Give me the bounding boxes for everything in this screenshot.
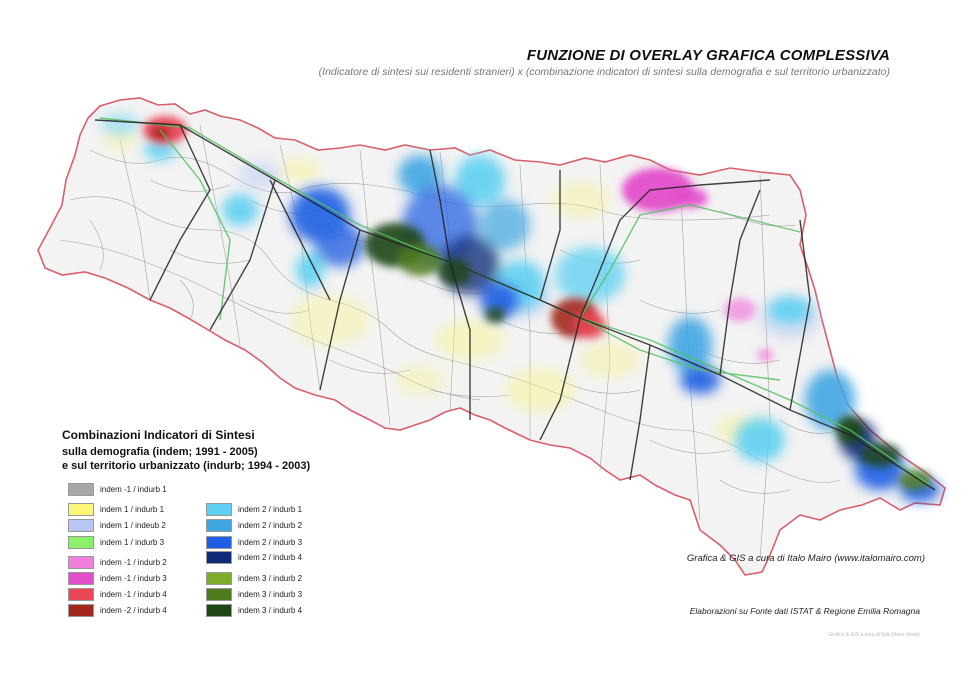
legend-item: indem -1 / indurb 1 — [68, 483, 167, 496]
legend-item: indem -1 / indurb 2 — [68, 556, 167, 569]
legend-swatch — [68, 588, 94, 601]
legend-swatch — [206, 588, 232, 601]
legend-item-label: indem -1 / indurb 4 — [100, 590, 167, 599]
legend-item: indem 1 / indurb 1 — [68, 503, 164, 516]
legend-swatch — [68, 503, 94, 516]
graphics-credit: Grafica & GIS a cura di Italo Mairo (www… — [686, 553, 925, 564]
legend-swatch — [68, 572, 94, 585]
legend-item: indem 2 / indurb 4 — [206, 551, 302, 564]
legend-item: indem -2 / indurb 4 — [68, 604, 167, 617]
legend-title: Combinazioni Indicatori di Sintesi — [62, 428, 255, 442]
legend-item: indem -1 / indurb 4 — [68, 588, 167, 601]
legend-swatch — [206, 604, 232, 617]
legend-item: indem 2 / indurb 1 — [206, 503, 302, 516]
legend-item-label: indem 3 / indurb 2 — [238, 574, 303, 583]
legend-subtitle-demography: sulla demografia (indem; 1991 - 2005) — [62, 446, 258, 458]
legend-item-label: indem 2 / indurb 3 — [238, 538, 303, 547]
legend-swatch — [206, 503, 232, 516]
legend-swatch — [206, 536, 232, 549]
legend-item-label: indem 1 / indurb 1 — [100, 505, 165, 514]
legend-item: indem -1 / indurb 3 — [68, 572, 167, 585]
legend-subtitle-urban: e sul territorio urbanizzato (indurb; 19… — [62, 460, 311, 472]
legend-item: indem 3 / indurb 4 — [206, 604, 302, 617]
legend-item: indem 1 / indurb 3 — [68, 536, 164, 549]
legend-item-label: indem 2 / indurb 1 — [238, 505, 303, 514]
legend-item: indem 3 / indurb 3 — [206, 588, 302, 601]
legend-swatch — [68, 519, 94, 532]
legend-item: indem 2 / indurb 3 — [206, 536, 302, 549]
legend-item: indem 1 / indeub 2 — [68, 519, 166, 532]
road-network — [94, 119, 936, 491]
map-title: FUNZIONE DI OVERLAY GRAFICA COMPLESSIVA — [526, 47, 890, 64]
legend-swatch — [68, 536, 94, 549]
legend-item-label: indem 1 / indeub 2 — [100, 521, 166, 530]
legend-item-label: indem 2 / indurb 2 — [238, 521, 303, 530]
legend-swatch — [206, 551, 232, 564]
legend-item-label: indem -1 / indurb 3 — [100, 574, 167, 583]
data-source-credit: Elaborazioni su Fonte dati ISTAT & Regio… — [689, 606, 920, 616]
legend-item: indem 2 / indurb 2 — [206, 519, 302, 532]
legend-swatch — [68, 483, 94, 496]
indicator-overlays — [100, 113, 940, 502]
legend-swatch — [68, 556, 94, 569]
legend-item-label: indem -1 / indurb 1 — [100, 485, 167, 494]
legend-swatch — [206, 572, 232, 585]
watermark-credit: Grafica & GIS a cura di Italo Mairo (www… — [828, 632, 920, 638]
legend-swatch — [68, 604, 94, 617]
legend-item-label: indem 3 / indurb 4 — [238, 606, 303, 615]
legend-item-label: indem -1 / indurb 2 — [100, 558, 167, 567]
legend-item-label: indem 1 / indurb 3 — [100, 538, 165, 547]
legend-item-label: indem 3 / indurb 3 — [238, 590, 303, 599]
legend-item: indem 3 / indurb 2 — [206, 572, 302, 585]
legend-item-label: indem -2 / indurb 4 — [100, 606, 167, 615]
map-subtitle: (Indicatore di sintesi sui residenti str… — [318, 66, 890, 78]
legend-item-label: indem 2 / indurb 4 — [238, 553, 303, 562]
legend-swatch — [206, 519, 232, 532]
